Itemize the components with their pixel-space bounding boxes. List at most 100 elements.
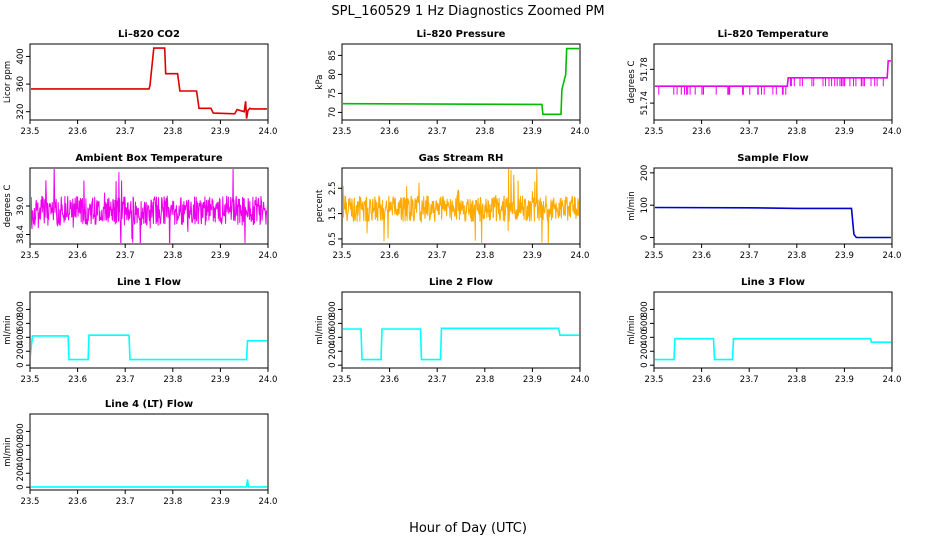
x-tick-label: 23.9 [835, 251, 854, 261]
plot-frame [341, 43, 581, 121]
y-axis-label: percent [315, 189, 325, 222]
figure-x-label: Hour of Day (UTC) [409, 521, 527, 536]
series-group [31, 47, 267, 119]
series-line [343, 169, 579, 243]
x-tick-label: 23.8 [163, 375, 182, 385]
panel-title: Sample Flow [737, 153, 809, 164]
x-tick-label: 23.7 [740, 127, 759, 137]
x-tick-label: 23.7 [116, 375, 135, 385]
x-tick-label: 23.6 [380, 251, 399, 261]
series-group [655, 60, 891, 95]
y-tick-label: 800 [16, 423, 26, 439]
panel-6: Sample Flow 23.5 23.6 23.7 23.8 23.9 24.0 0 100 2… [627, 153, 901, 261]
plot-frame [341, 291, 581, 369]
series-line [31, 479, 267, 488]
y-axis-label: ml/min [315, 315, 325, 345]
x-tick-label: 24.0 [883, 127, 902, 137]
x-tick-label: 23.5 [333, 375, 352, 385]
y-axis-label: degrees C [627, 61, 637, 104]
x-tick-label: 23.9 [211, 251, 230, 261]
series-line [655, 206, 891, 239]
panel-1: Li–820 CO2 23.5 23.6 23.7 23.8 23.9 24.0 320 360… [3, 29, 277, 137]
x-tick-label: 23.7 [740, 375, 759, 385]
x-tick-label: 24.0 [259, 375, 278, 385]
y-tick-label: 400 [16, 451, 26, 467]
y-axis-label: ml/min [3, 315, 13, 345]
series-line [655, 337, 891, 361]
y-tick-label: 200 [328, 343, 338, 359]
plot-frame [29, 291, 269, 369]
series-group [31, 334, 267, 361]
series-group [31, 479, 267, 488]
panels: Li–820 CO2 23.5 23.6 23.7 23.8 23.9 24.0 320 360… [3, 29, 901, 507]
x-tick-label: 23.7 [116, 497, 135, 507]
x-tick-label: 24.0 [571, 127, 590, 137]
x-tick-label: 23.8 [163, 251, 182, 261]
panel-10: Line 4 (LT) Flow 23.5 23.6 23.7 23.8 23.9 24.0… [3, 399, 277, 507]
x-tick-label: 23.9 [835, 375, 854, 385]
x-tick-label: 23.6 [380, 127, 399, 137]
panel-2: Li–820 Pressure 23.5 23.6 23.7 23.8 23.9 24.0 7… [315, 29, 589, 137]
y-tick-label: 70 [328, 107, 338, 118]
y-tick-label: 600 [640, 315, 650, 331]
y-tick-label: 800 [640, 301, 650, 317]
panel-title: Line 4 (LT) Flow [105, 399, 193, 410]
y-tick-label: 400 [640, 329, 650, 345]
x-tick-label: 24.0 [259, 497, 278, 507]
series-line [31, 169, 267, 243]
y-tick-label: 400 [16, 48, 26, 64]
x-tick-label: 23.8 [787, 251, 806, 261]
figure-title: SPL_160529 1 Hz Diagnostics Zoomed PM [331, 4, 604, 19]
y-tick-label: 0 [16, 363, 26, 368]
x-tick-label: 23.5 [21, 127, 40, 137]
series-group [655, 206, 891, 239]
x-tick-label: 23.5 [645, 127, 664, 137]
y-tick-label: 600 [16, 315, 26, 331]
x-tick-label: 24.0 [883, 251, 902, 261]
x-tick-label: 23.9 [523, 375, 542, 385]
y-tick-label: 100 [640, 197, 650, 213]
x-tick-label: 23.5 [21, 375, 40, 385]
plot-frame [29, 413, 269, 491]
y-tick-label: 39.0 [16, 197, 26, 216]
y-tick-label: 400 [16, 329, 26, 345]
y-tick-label: 320 [16, 104, 26, 120]
y-tick-label: 0.5 [328, 232, 338, 246]
series-line [31, 334, 267, 361]
x-tick-label: 23.5 [645, 375, 664, 385]
y-tick-label: 51.78 [640, 57, 650, 81]
x-tick-label: 24.0 [883, 375, 902, 385]
x-tick-label: 23.8 [787, 375, 806, 385]
x-tick-label: 23.7 [740, 251, 759, 261]
panel-title: Gas Stream RH [419, 153, 504, 164]
x-tick-label: 23.6 [68, 497, 87, 507]
y-tick-label: 38.4 [16, 225, 26, 244]
x-tick-label: 23.5 [333, 127, 352, 137]
y-tick-label: 200 [16, 465, 26, 481]
x-tick-label: 23.7 [428, 127, 447, 137]
y-tick-label: 1.5 [328, 207, 338, 221]
x-tick-label: 23.9 [835, 127, 854, 137]
x-tick-label: 23.5 [333, 251, 352, 261]
panel-4: Ambient Box Temperature 23.5 23.6 23.7 23.8 2… [3, 153, 277, 261]
x-tick-label: 23.9 [211, 127, 230, 137]
y-tick-label: 51.74 [640, 91, 650, 115]
y-axis-label: ml/min [627, 315, 637, 345]
y-tick-label: 600 [328, 315, 338, 331]
series-line [343, 47, 579, 116]
x-tick-label: 23.5 [21, 251, 40, 261]
x-tick-label: 23.9 [523, 251, 542, 261]
x-tick-label: 23.6 [692, 251, 711, 261]
y-tick-label: 600 [16, 437, 26, 453]
plot-frame [653, 43, 893, 121]
panel-title: Li–820 Temperature [717, 29, 828, 40]
y-tick-label: 0 [16, 485, 26, 490]
panel-5: Gas Stream RH 23.5 23.6 23.7 23.8 23.9 24.0 0.5… [315, 153, 589, 261]
x-tick-label: 23.7 [428, 251, 447, 261]
x-tick-label: 23.5 [645, 251, 664, 261]
plot-frame [653, 167, 893, 245]
x-tick-label: 24.0 [259, 127, 278, 137]
panel-title: Ambient Box Temperature [75, 153, 222, 164]
panel-title: Li–820 CO2 [118, 29, 180, 40]
